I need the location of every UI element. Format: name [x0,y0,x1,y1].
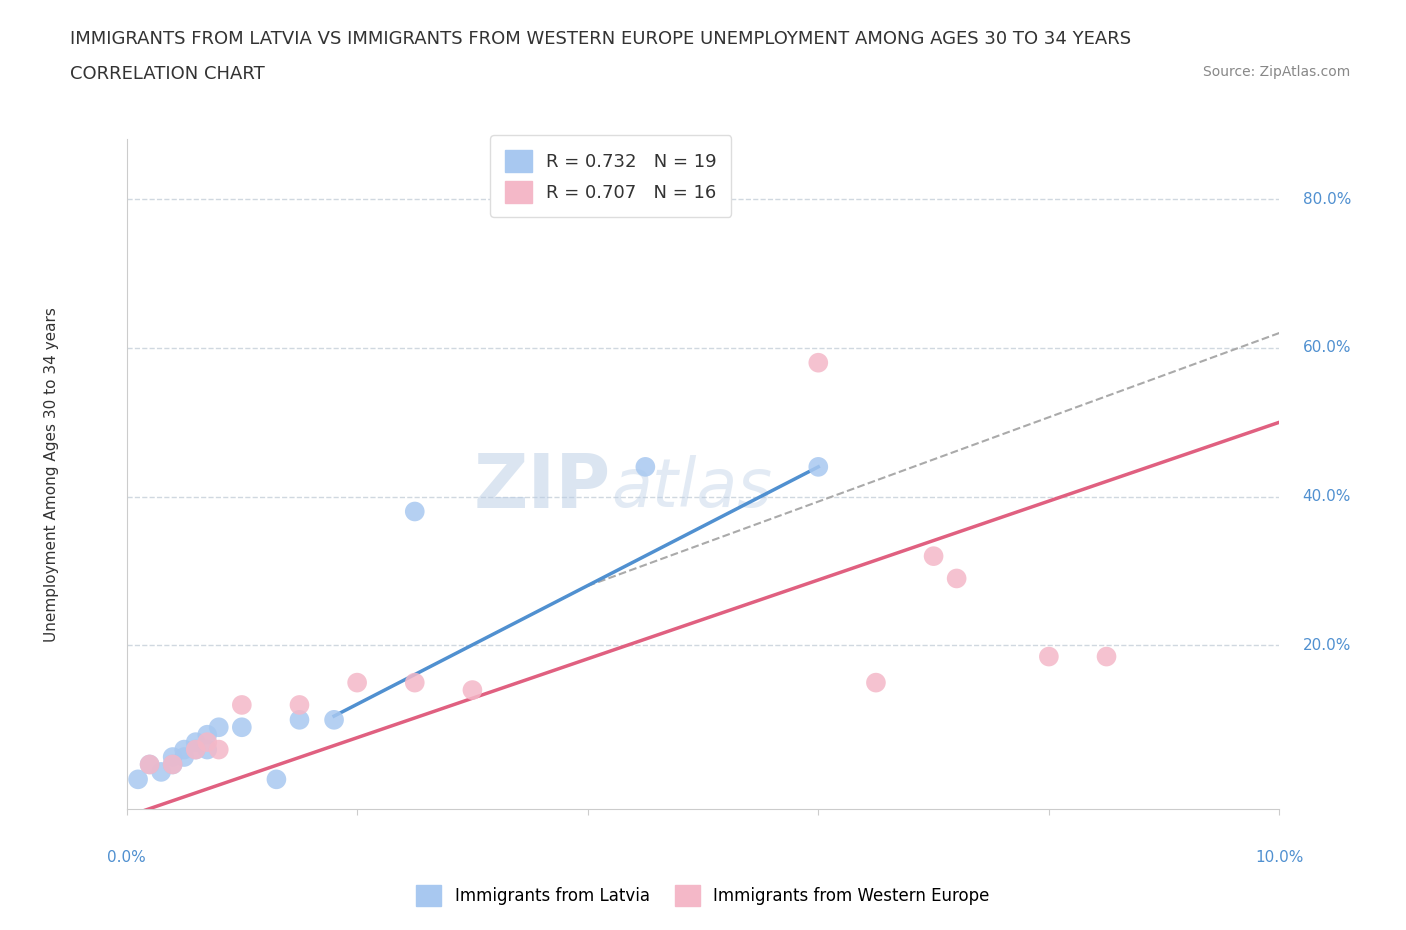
Point [162,757,184,772]
Text: 10.0%: 10.0% [1256,850,1303,865]
Text: IMMIGRANTS FROM LATVIA VS IMMIGRANTS FROM WESTERN EUROPE UNEMPLOYMENT AMONG AGES: IMMIGRANTS FROM LATVIA VS IMMIGRANTS FRO… [70,30,1132,47]
Text: CORRELATION CHART: CORRELATION CHART [70,65,266,83]
Point [195,742,218,757]
Point [922,549,945,564]
Point [162,750,184,764]
Point [404,504,426,519]
Text: 60.0%: 60.0% [1302,340,1351,355]
Text: Unemployment Among Ages 30 to 34 years: Unemployment Among Ages 30 to 34 years [44,307,59,642]
Point [266,772,288,787]
Text: 80.0%: 80.0% [1302,192,1351,206]
Point [346,675,368,690]
Text: 0.0%: 0.0% [107,850,146,865]
Point [634,459,657,474]
Text: atlas: atlas [610,455,772,521]
Point [231,720,253,735]
Text: ZIP: ZIP [474,451,610,525]
Point [1038,649,1060,664]
Legend: R = 0.732   N = 19, R = 0.707   N = 16: R = 0.732 N = 19, R = 0.707 N = 16 [491,135,731,217]
Point [173,742,195,757]
Point [208,720,231,735]
Point [288,698,311,712]
Point [150,764,173,779]
Point [162,757,184,772]
Point [807,355,830,370]
Point [865,675,887,690]
Point [184,735,207,750]
Point [138,757,160,772]
Point [404,675,426,690]
Point [127,772,149,787]
Text: Source: ZipAtlas.com: Source: ZipAtlas.com [1202,65,1350,79]
Point [461,683,484,698]
Point [195,735,218,750]
Point [1095,649,1118,664]
Point [138,757,160,772]
Point [195,727,218,742]
Legend: Immigrants from Latvia, Immigrants from Western Europe: Immigrants from Latvia, Immigrants from … [409,879,997,912]
Point [208,742,231,757]
Point [288,712,311,727]
Text: 20.0%: 20.0% [1302,638,1351,653]
Point [231,698,253,712]
Point [184,742,207,757]
Point [323,712,346,727]
Point [807,459,830,474]
Point [945,571,967,586]
Point [173,750,195,764]
Point [184,742,207,757]
Text: 40.0%: 40.0% [1302,489,1351,504]
